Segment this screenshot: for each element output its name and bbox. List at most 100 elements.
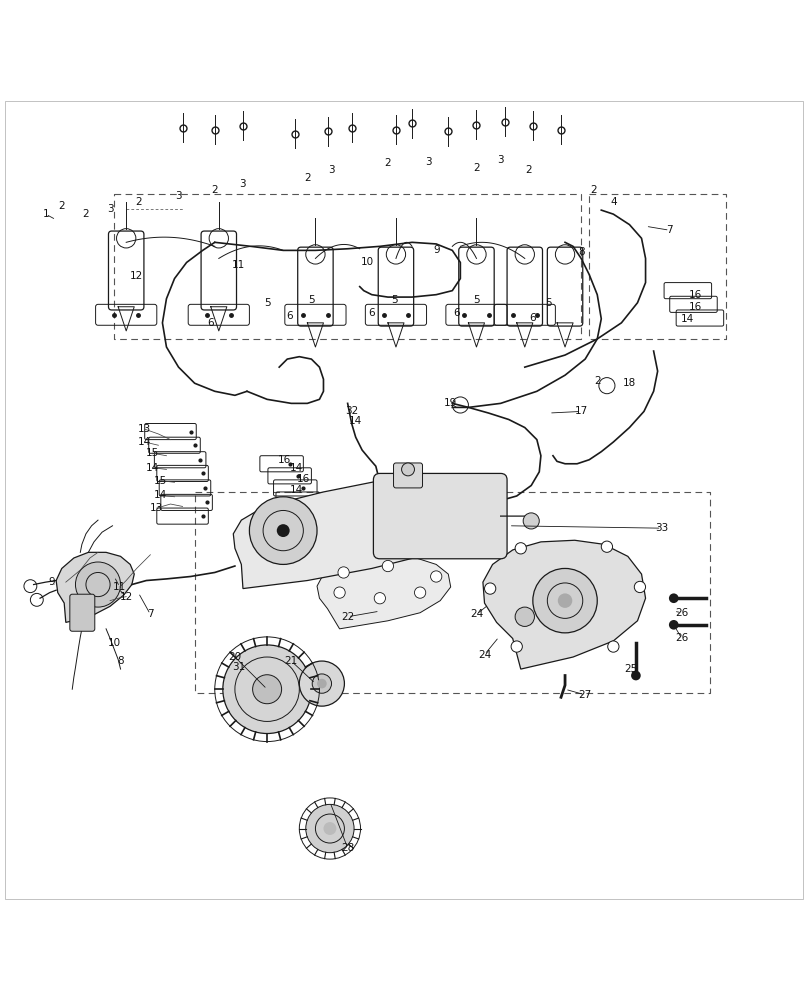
Text: 2: 2 — [212, 185, 218, 195]
Text: 19: 19 — [444, 398, 457, 408]
Text: 2: 2 — [594, 376, 600, 386]
Text: 13: 13 — [138, 424, 151, 434]
Circle shape — [250, 497, 317, 564]
Circle shape — [305, 804, 354, 853]
FancyBboxPatch shape — [373, 473, 507, 559]
Text: 33: 33 — [655, 523, 668, 533]
Text: 17: 17 — [574, 406, 587, 416]
Circle shape — [338, 567, 349, 578]
Text: 8: 8 — [117, 656, 124, 666]
Circle shape — [608, 641, 619, 652]
Text: 25: 25 — [625, 664, 638, 674]
Text: 32: 32 — [345, 406, 358, 416]
Text: 14: 14 — [349, 416, 362, 426]
Text: 14: 14 — [146, 463, 159, 473]
Circle shape — [75, 562, 120, 607]
Text: 16: 16 — [689, 302, 702, 312]
Text: 11: 11 — [233, 260, 246, 270]
Circle shape — [631, 671, 641, 680]
Text: 5: 5 — [391, 295, 398, 305]
Text: 27: 27 — [579, 690, 591, 700]
Text: 3: 3 — [107, 204, 113, 214]
Text: 2: 2 — [473, 163, 480, 173]
Circle shape — [634, 581, 646, 593]
Circle shape — [485, 583, 496, 594]
Text: 15: 15 — [146, 448, 159, 458]
Text: 2: 2 — [385, 158, 391, 168]
Polygon shape — [317, 556, 451, 629]
Text: 10: 10 — [361, 257, 374, 267]
Circle shape — [415, 587, 426, 598]
Text: 2: 2 — [58, 201, 65, 211]
Circle shape — [532, 568, 597, 633]
Text: 5: 5 — [473, 295, 480, 305]
Text: 14: 14 — [138, 437, 151, 447]
Circle shape — [223, 645, 311, 734]
Circle shape — [277, 524, 289, 537]
Text: 3: 3 — [328, 165, 335, 175]
Text: 28: 28 — [341, 843, 354, 853]
Text: 2: 2 — [304, 173, 311, 183]
Text: 9: 9 — [433, 245, 440, 255]
Circle shape — [669, 620, 679, 630]
Text: 3: 3 — [240, 179, 246, 189]
Text: 14: 14 — [681, 314, 694, 324]
Text: 24: 24 — [469, 609, 483, 619]
Text: 2: 2 — [525, 165, 532, 175]
Text: 6: 6 — [286, 311, 293, 321]
Circle shape — [334, 587, 345, 598]
Text: 8: 8 — [578, 247, 584, 257]
Text: 7: 7 — [147, 609, 154, 619]
Circle shape — [312, 674, 331, 693]
Text: 12: 12 — [130, 271, 143, 281]
Text: 13: 13 — [150, 503, 163, 513]
Text: 12: 12 — [120, 592, 133, 602]
Circle shape — [669, 593, 679, 603]
Text: 16: 16 — [278, 455, 292, 465]
Text: 31: 31 — [233, 662, 246, 672]
Circle shape — [523, 513, 539, 529]
Text: 15: 15 — [154, 476, 167, 486]
Text: 6: 6 — [453, 308, 460, 318]
Circle shape — [253, 675, 282, 704]
Text: 3: 3 — [175, 191, 182, 201]
Circle shape — [516, 543, 526, 554]
Text: 2: 2 — [590, 185, 596, 195]
Text: 18: 18 — [623, 378, 636, 388]
Text: 5: 5 — [545, 298, 552, 308]
Polygon shape — [234, 474, 505, 589]
Text: 21: 21 — [284, 656, 298, 666]
Text: 2: 2 — [82, 209, 89, 219]
Circle shape — [601, 541, 612, 552]
Text: 6: 6 — [529, 313, 537, 323]
Text: 3: 3 — [497, 155, 504, 165]
Text: 10: 10 — [107, 638, 120, 648]
Text: 5: 5 — [308, 295, 314, 305]
Circle shape — [299, 661, 344, 706]
Circle shape — [382, 560, 393, 572]
Text: 14: 14 — [290, 485, 304, 495]
Text: 26: 26 — [675, 633, 688, 643]
Text: 24: 24 — [478, 650, 491, 660]
Text: 5: 5 — [263, 298, 271, 308]
Circle shape — [317, 679, 326, 688]
Circle shape — [558, 593, 572, 608]
Circle shape — [374, 593, 385, 604]
Circle shape — [323, 822, 336, 835]
Text: 26: 26 — [675, 608, 688, 618]
Polygon shape — [56, 552, 134, 622]
Text: 7: 7 — [667, 225, 673, 235]
Circle shape — [431, 571, 442, 582]
Text: 16: 16 — [297, 474, 310, 484]
Polygon shape — [483, 540, 646, 669]
Text: 1: 1 — [42, 209, 49, 219]
Text: 14: 14 — [290, 463, 304, 473]
Text: 6: 6 — [208, 318, 214, 328]
Text: 3: 3 — [425, 157, 431, 167]
FancyBboxPatch shape — [69, 594, 95, 631]
FancyBboxPatch shape — [393, 463, 423, 488]
Circle shape — [402, 463, 415, 476]
Text: 6: 6 — [368, 308, 375, 318]
Text: 20: 20 — [229, 652, 242, 662]
Circle shape — [511, 641, 522, 652]
